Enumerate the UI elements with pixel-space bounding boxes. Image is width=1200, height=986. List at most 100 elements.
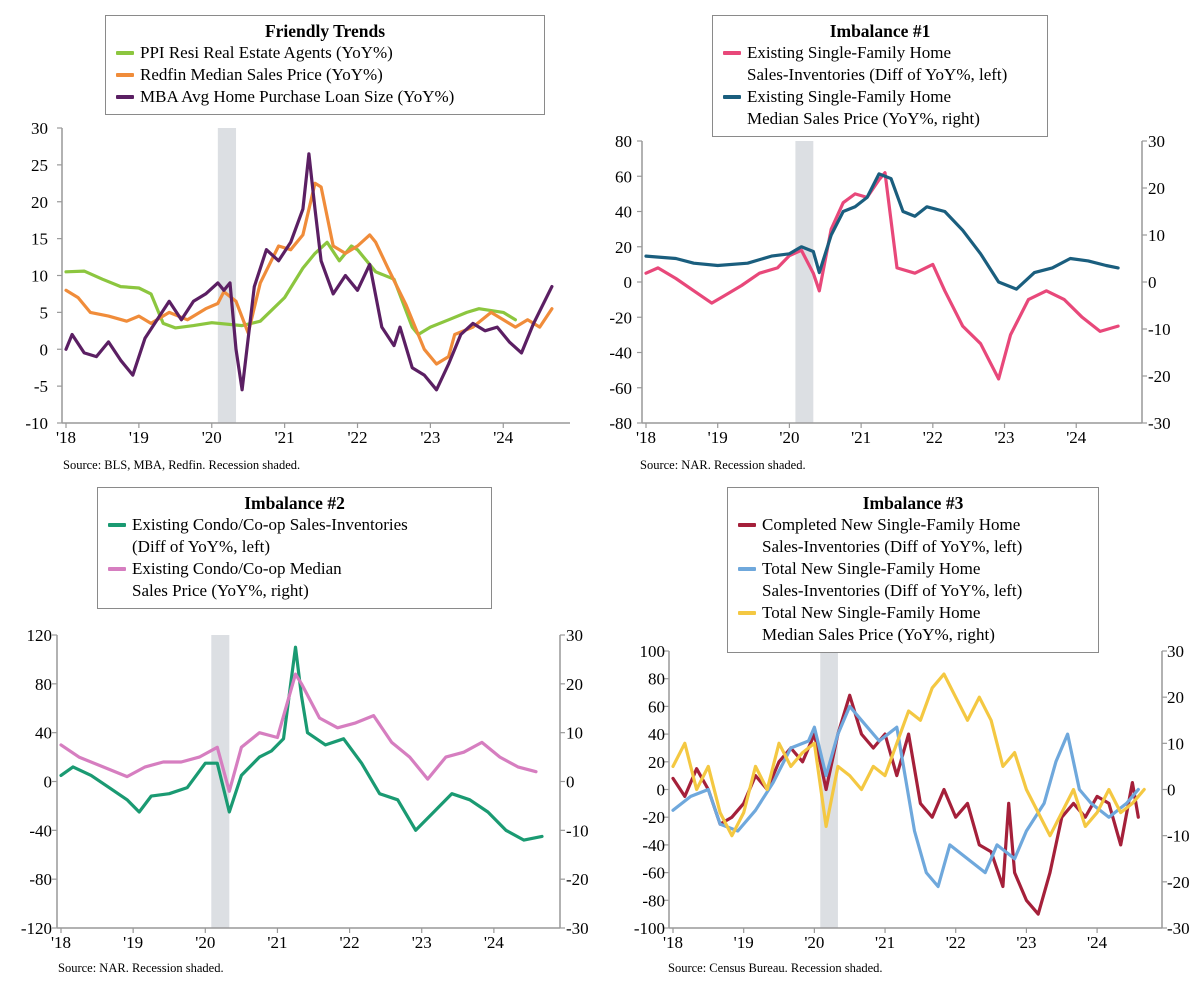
x-tick-label: '22: [340, 933, 360, 952]
x-tick-label: '24: [484, 933, 505, 952]
y-tick-label-right: 30: [566, 626, 583, 645]
y-tick-label-left: -20: [609, 308, 632, 327]
x-tick-label: '23: [420, 428, 440, 447]
series-line: [64, 240, 518, 337]
recession-band: [795, 141, 814, 423]
y-tick-label-right: -30: [1167, 919, 1190, 938]
legend-swatch: [116, 95, 134, 99]
y-tick-label-left: 100: [640, 642, 666, 661]
y-tick-label-left: 60: [648, 697, 665, 716]
y-tick-label-right: -20: [566, 870, 589, 889]
series-line: [671, 672, 1146, 838]
y-tick-label-left: -60: [609, 379, 632, 398]
x-tick-label: '23: [994, 428, 1014, 447]
y-tick-label-left: 0: [657, 781, 666, 800]
chart-title: Friendly Trends: [264, 21, 386, 41]
y-tick-label-left: 80: [648, 670, 665, 689]
y-tick-label-left: 20: [648, 753, 665, 772]
legend-imbalance-1: Imbalance #1 Existing Single-Family Home…: [712, 15, 1048, 137]
legend-item: Total New Single-Family Home Sales-Inven…: [738, 558, 1088, 602]
y-tick-label-right: 20: [566, 675, 583, 694]
series-line: [644, 171, 1120, 381]
source-note: Source: Census Bureau. Recession shaded.: [668, 961, 883, 975]
y-tick-label-left: -100: [634, 919, 665, 938]
y-tick-label-right: -20: [1167, 873, 1190, 892]
x-tick-label: '23: [1016, 933, 1036, 952]
x-tick-label: '18: [56, 428, 76, 447]
legend-label: Existing Single-Family Home Median Sales…: [747, 87, 980, 128]
y-tick-label-right: -30: [1148, 414, 1171, 433]
legend-item: Total New Single-Family Home Median Sale…: [738, 602, 1088, 646]
x-tick-label: '20: [195, 933, 215, 952]
series-line: [59, 645, 544, 842]
x-tick-label: '20: [804, 933, 824, 952]
y-tick-label-left: -40: [642, 836, 665, 855]
legend-item: Existing Condo/Co-op Sales-Inventories (…: [108, 514, 481, 558]
x-tick-label: '18: [636, 428, 656, 447]
y-tick-label-right: 0: [1148, 273, 1157, 292]
legend-swatch: [108, 523, 126, 527]
x-tick-label: '24: [1066, 428, 1087, 447]
y-tick-label-left: -20: [642, 808, 665, 827]
legend-swatch: [116, 51, 134, 55]
legend-item: Existing Single-Family Home Median Sales…: [723, 86, 1037, 130]
y-tick-label-right: -10: [566, 821, 589, 840]
legend-label: PPI Resi Real Estate Agents (YoY%): [140, 43, 393, 62]
y-tick-label-left: -80: [609, 414, 632, 433]
series-line: [644, 172, 1120, 291]
chart-title: Imbalance #1: [829, 21, 931, 41]
chart-title: Imbalance #3: [862, 493, 964, 513]
x-tick-label: '19: [708, 428, 728, 447]
legend-swatch: [108, 567, 126, 571]
y-tick-label-left: 0: [40, 340, 49, 359]
y-tick-label-left: -80: [29, 870, 52, 889]
x-tick-label: '23: [412, 933, 432, 952]
legend-label: Total New Single-Family Home Sales-Inven…: [762, 559, 1023, 600]
y-tick-label-left: 40: [648, 725, 665, 744]
y-tick-label-right: -20: [1148, 367, 1171, 386]
legend-item: Existing Single-Family Home Sales-Invent…: [723, 42, 1037, 86]
y-tick-label-right: 20: [1148, 179, 1165, 198]
y-tick-label-left: -120: [21, 919, 52, 938]
y-tick-label-left: 20: [615, 238, 632, 257]
y-tick-label-left: 60: [615, 167, 632, 186]
x-tick-label: '24: [1087, 933, 1108, 952]
y-tick-label-left: -10: [25, 414, 48, 433]
recession-band: [217, 128, 237, 423]
y-tick-label-left: 20: [31, 193, 48, 212]
source-note: Source: BLS, MBA, Redfin. Recession shad…: [63, 458, 301, 472]
x-tick-label: '19: [129, 428, 149, 447]
y-tick-label-left: 15: [31, 230, 48, 249]
legend-swatch: [738, 567, 756, 571]
legend-swatch: [738, 523, 756, 527]
y-tick-label-right: -30: [566, 919, 589, 938]
y-tick-label-left: -40: [29, 821, 52, 840]
y-tick-label-left: 120: [27, 626, 53, 645]
x-tick-label: '21: [851, 428, 871, 447]
y-tick-label-right: 30: [1148, 132, 1165, 151]
y-tick-label-left: 0: [44, 773, 53, 792]
legend-label: Completed New Single-Family Home Sales-I…: [762, 515, 1023, 556]
y-tick-label-left: 80: [615, 132, 632, 151]
x-tick-label: '19: [734, 933, 754, 952]
legend-friendly-trends: Friendly Trends PPI Resi Real Estate Age…: [105, 15, 545, 115]
legend-label: Existing Single-Family Home Sales-Invent…: [747, 43, 1008, 84]
legend-item: Redfin Median Sales Price (YoY%): [116, 64, 534, 86]
y-tick-label-right: 10: [1167, 734, 1184, 753]
y-tick-label-right: 10: [1148, 226, 1165, 245]
x-tick-label: '20: [202, 428, 222, 447]
recession-band: [820, 651, 838, 928]
legend-imbalance-3: Imbalance #3 Completed New Single-Family…: [727, 487, 1099, 653]
y-tick-label-right: 0: [566, 773, 575, 792]
series-line: [64, 152, 554, 392]
legend-label: Redfin Median Sales Price (YoY%): [140, 65, 383, 84]
series-line: [671, 704, 1140, 889]
y-tick-label-right: -10: [1167, 827, 1190, 846]
y-tick-label-right: 10: [566, 724, 583, 743]
y-tick-label-left: -40: [609, 344, 632, 363]
legend-label: Existing Condo/Co-op Sales-Inventories (…: [132, 515, 408, 556]
source-note: Source: NAR. Recession shaded.: [640, 458, 806, 472]
x-tick-label: '22: [923, 428, 943, 447]
legend-swatch: [738, 611, 756, 615]
legend-swatch: [116, 73, 134, 77]
